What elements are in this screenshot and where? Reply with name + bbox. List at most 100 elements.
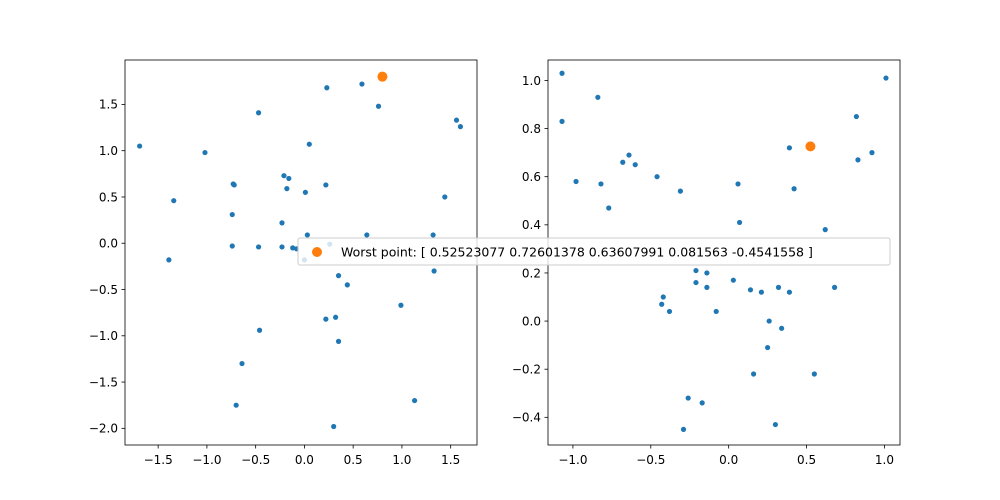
data-point [704, 270, 710, 276]
data-point [202, 149, 208, 156]
data-point [559, 70, 565, 76]
x-tick-label: 0.5 [797, 453, 816, 467]
data-point [359, 81, 365, 87]
x-tick-label: −1.5 [144, 453, 173, 467]
legend-label: Worst point: [ 0.52523077 0.72601378 0.6… [341, 245, 813, 260]
data-point [632, 162, 638, 168]
data-point [853, 113, 859, 120]
data-point [430, 232, 436, 238]
data-point [685, 395, 691, 401]
data-point [229, 243, 235, 249]
data-point [457, 124, 464, 130]
legend-box [297, 237, 891, 266]
data-point [750, 371, 757, 377]
data-point [284, 186, 290, 192]
data-point [442, 194, 448, 200]
x-tick-label: 0.5 [344, 453, 363, 467]
data-point [786, 145, 793, 151]
data-point [831, 284, 838, 290]
data-point [883, 75, 889, 81]
data-point [302, 189, 308, 195]
y-tick-label: 1.5 [99, 98, 118, 112]
legend-marker [312, 247, 322, 257]
y-tick-label: 0.5 [99, 190, 118, 204]
data-point [137, 143, 143, 149]
data-point [699, 400, 705, 406]
data-point [559, 118, 565, 124]
data-point [766, 318, 772, 324]
data-point [364, 232, 370, 238]
data-point [811, 371, 817, 377]
y-tick-label: −0.4 [512, 411, 541, 425]
data-point [323, 182, 329, 188]
data-point [758, 289, 764, 295]
data-point [286, 175, 292, 182]
data-point [431, 268, 437, 274]
data-point [279, 220, 285, 226]
data-point [331, 423, 337, 430]
data-point [730, 277, 736, 283]
data-point [335, 273, 342, 279]
data-point [654, 174, 660, 180]
data-point [324, 85, 330, 91]
x-tick-label: −0.5 [636, 453, 665, 467]
data-point [344, 282, 350, 288]
data-point [693, 279, 699, 286]
data-point [595, 94, 601, 100]
x-tick-label: −0.5 [241, 453, 270, 467]
data-point [229, 211, 235, 218]
data-point [335, 338, 342, 344]
data-point [375, 103, 382, 109]
right-scatter-plot: −1.0 −0.5 0.0 0.5 1.0 −0.4 −0.2 0.0 0.2 0.4 0.6 0.8… [512, 59, 901, 467]
y-tick-label: −1.0 [89, 329, 118, 343]
data-point [333, 314, 339, 320]
y-tick-label: 0.8 [522, 122, 541, 136]
data-point [231, 182, 237, 188]
data-point [869, 150, 875, 156]
data-point [660, 294, 666, 300]
data-point [693, 267, 699, 274]
x-tick-label: 0.0 [719, 453, 738, 467]
data-point [239, 360, 245, 367]
y-tick-label: 1.0 [522, 74, 541, 88]
legend: Worst point: [ 0.52523077 0.72601378 0.6… [297, 237, 891, 266]
y-tick-label: 1.0 [99, 144, 118, 158]
y-tick-label: 0.6 [522, 170, 541, 184]
y-tick-label: −2.0 [89, 422, 118, 436]
data-point [171, 198, 177, 204]
y-tick-label: −1.5 [89, 375, 118, 389]
y-tick-label: 0.4 [522, 218, 541, 232]
data-point [680, 426, 687, 432]
y-tick-label: 0.0 [522, 314, 541, 328]
data-point [279, 244, 285, 250]
worst-point-marker [377, 71, 388, 82]
data-point [606, 205, 612, 211]
data-point [281, 173, 287, 179]
data-point [412, 397, 418, 404]
data-point [822, 227, 828, 233]
data-point [323, 316, 329, 322]
data-point [855, 157, 861, 163]
data-point [255, 110, 262, 116]
y-tick-label: 0.0 [99, 237, 118, 251]
y-tick-label: 0.2 [522, 266, 541, 280]
data-point [166, 257, 172, 263]
data-point [677, 188, 683, 194]
x-tick-label: −1.0 [192, 453, 221, 467]
data-point [598, 181, 604, 187]
data-point [736, 219, 743, 226]
data-point [786, 289, 793, 295]
x-tick-label: 1.0 [875, 453, 894, 467]
data-point [775, 284, 782, 290]
data-point [791, 186, 797, 192]
data-point [765, 344, 771, 351]
data-point [713, 308, 719, 315]
data-point [666, 308, 673, 315]
data-point [256, 327, 263, 333]
data-point [735, 181, 741, 187]
data-point [304, 232, 310, 238]
data-point [255, 244, 262, 250]
y-tick-label: −0.2 [512, 363, 541, 377]
x-tick-label: 1.0 [392, 453, 411, 467]
